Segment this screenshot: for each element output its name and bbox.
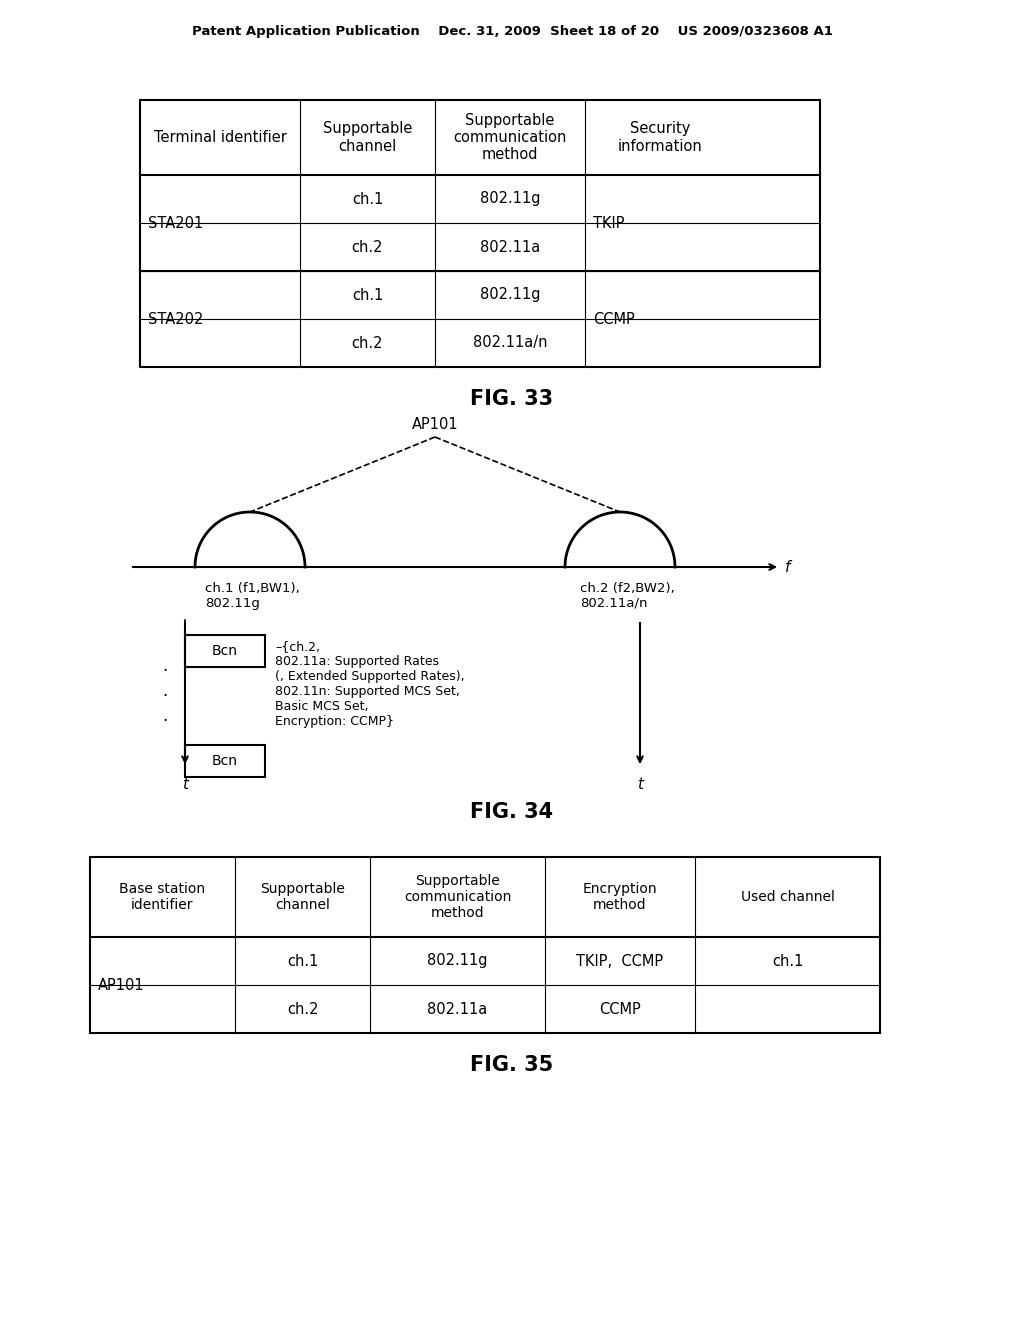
Text: Supportable
communication
method: Supportable communication method xyxy=(403,874,511,920)
Text: Bcn: Bcn xyxy=(212,754,238,768)
Bar xyxy=(90,857,880,1034)
Text: ch.1: ch.1 xyxy=(287,953,318,969)
Text: ·
·
·: · · · xyxy=(163,663,168,730)
Text: ch.1 (f1,BW1),
802.11g: ch.1 (f1,BW1), 802.11g xyxy=(205,582,300,610)
Text: Supportable
communication
method: Supportable communication method xyxy=(454,112,566,162)
Text: Patent Application Publication    Dec. 31, 2009  Sheet 18 of 20    US 2009/03236: Patent Application Publication Dec. 31, … xyxy=(191,25,833,38)
Text: AP101: AP101 xyxy=(412,417,459,432)
Text: ch.2: ch.2 xyxy=(352,335,383,351)
Text: t: t xyxy=(182,777,188,792)
Text: CCMP: CCMP xyxy=(593,312,635,326)
Text: Bcn: Bcn xyxy=(212,644,238,657)
Text: ch.1: ch.1 xyxy=(352,191,383,206)
Text: Used channel: Used channel xyxy=(740,890,835,904)
Bar xyxy=(140,100,820,367)
Text: 802.11g: 802.11g xyxy=(427,953,487,969)
Bar xyxy=(185,635,265,667)
Text: FIG. 34: FIG. 34 xyxy=(470,803,554,822)
Text: Supportable
channel: Supportable channel xyxy=(323,121,413,153)
Text: ch.1: ch.1 xyxy=(352,288,383,302)
Text: STA202: STA202 xyxy=(148,312,204,326)
Text: Supportable
channel: Supportable channel xyxy=(260,882,345,912)
Text: TKIP: TKIP xyxy=(593,215,625,231)
Text: 802.11g: 802.11g xyxy=(480,288,541,302)
Text: Terminal identifier: Terminal identifier xyxy=(154,129,287,145)
Text: 802.11a: 802.11a xyxy=(480,239,540,255)
Text: Base station
identifier: Base station identifier xyxy=(120,882,206,912)
Text: CCMP: CCMP xyxy=(599,1002,641,1016)
Text: AP101: AP101 xyxy=(98,978,144,993)
Text: ch.2: ch.2 xyxy=(287,1002,318,1016)
Text: TKIP,  CCMP: TKIP, CCMP xyxy=(577,953,664,969)
Text: ch.2 (f2,BW2),
802.11a/n: ch.2 (f2,BW2), 802.11a/n xyxy=(580,582,675,610)
Text: f: f xyxy=(785,560,791,574)
Text: FIG. 35: FIG. 35 xyxy=(470,1055,554,1074)
Bar xyxy=(185,744,265,777)
Text: 802.11g: 802.11g xyxy=(480,191,541,206)
Text: ch.1: ch.1 xyxy=(772,953,803,969)
Text: STA201: STA201 xyxy=(148,215,203,231)
Text: Security
information: Security information xyxy=(617,121,702,153)
Text: FIG. 33: FIG. 33 xyxy=(470,389,554,409)
Text: 802.11a/n: 802.11a/n xyxy=(473,335,547,351)
Text: t: t xyxy=(637,777,643,792)
Text: Encryption
method: Encryption method xyxy=(583,882,657,912)
Text: ch.2: ch.2 xyxy=(352,239,383,255)
Text: –{ch.2,
802.11a: Supported Rates
(, Extended Supported Rates),
802.11n: Supporte: –{ch.2, 802.11a: Supported Rates (, Exte… xyxy=(275,640,465,729)
Text: 802.11a: 802.11a xyxy=(427,1002,487,1016)
